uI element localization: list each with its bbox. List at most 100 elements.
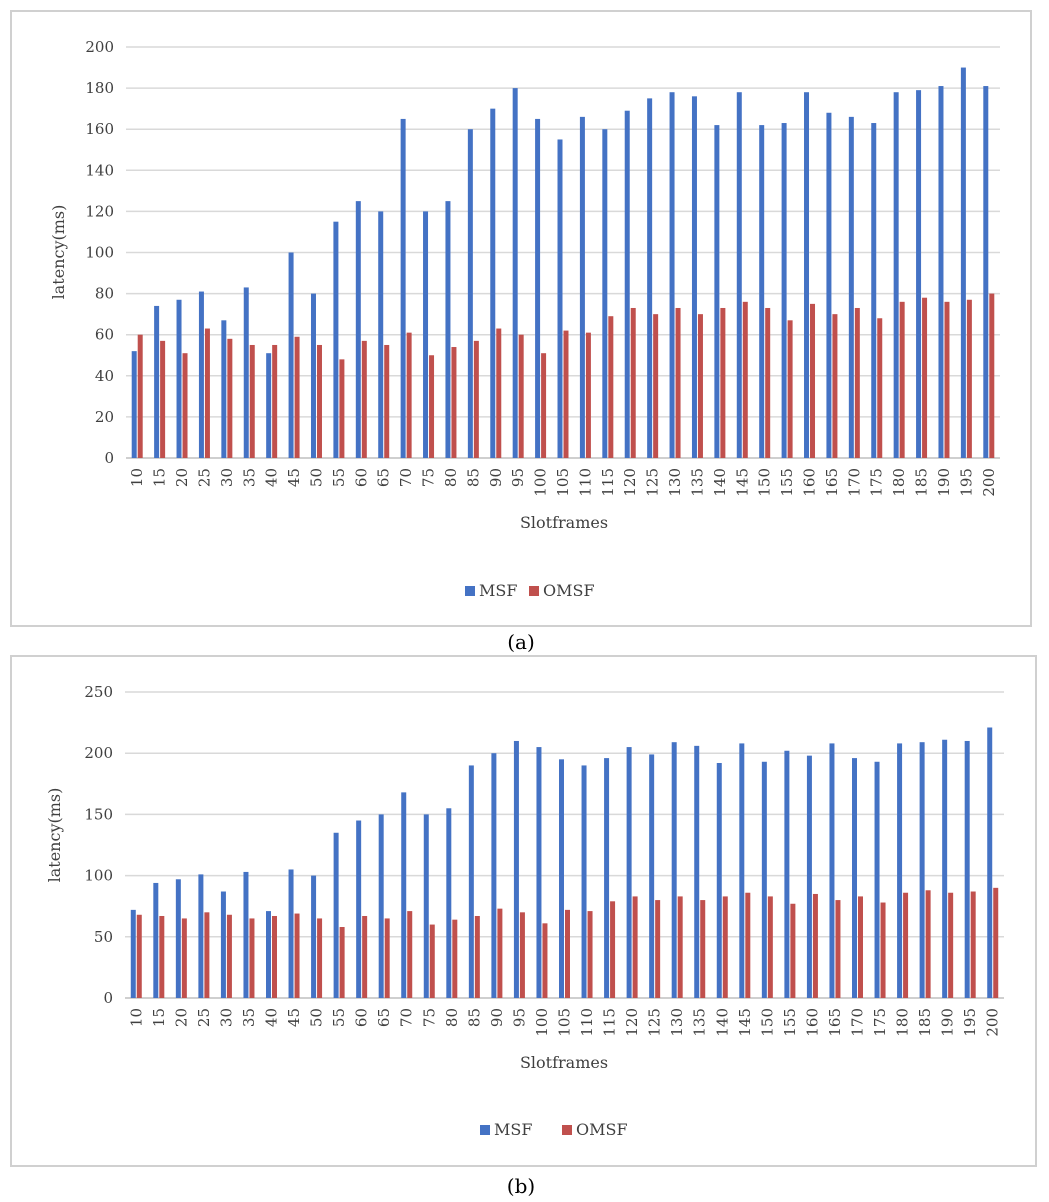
bar-omsf <box>473 340 479 458</box>
bar-msf <box>198 291 204 458</box>
bar-msf <box>220 891 226 998</box>
x-tick-label: 90 <box>488 1008 506 1027</box>
bar-omsf <box>970 891 976 998</box>
bar-msf <box>694 745 700 998</box>
bar-msf <box>310 293 316 458</box>
x-tick-label: 200 <box>980 468 998 497</box>
bar-omsf <box>948 892 954 998</box>
x-tick-label: 70 <box>398 1008 416 1027</box>
bar-omsf <box>765 307 771 458</box>
bar-omsf <box>249 344 255 458</box>
x-tick-label: 180 <box>894 1008 912 1037</box>
bar-omsf <box>181 918 187 998</box>
bar-msf <box>355 201 361 458</box>
x-tick-label: 150 <box>758 1008 776 1037</box>
legend-label-msf: MSF <box>494 1120 532 1139</box>
bar-msf <box>401 792 407 998</box>
y-tick-label: 0 <box>103 989 113 1007</box>
bar-omsf <box>407 911 413 998</box>
x-tick-label: 105 <box>554 468 572 497</box>
x-tick-label: 140 <box>711 468 729 497</box>
bar-msf <box>716 762 722 998</box>
x-tick-label: 160 <box>803 1008 821 1037</box>
x-tick-label: 50 <box>308 1008 326 1027</box>
y-tick-label: 80 <box>95 285 114 303</box>
bar-omsf <box>745 892 751 998</box>
bar-omsf <box>563 330 569 458</box>
y-tick-label: 200 <box>84 744 113 762</box>
bar-msf <box>198 874 204 998</box>
x-tick-label: 125 <box>644 468 662 497</box>
x-tick-label: 65 <box>375 468 393 487</box>
y-tick-label: 100 <box>84 867 113 885</box>
bar-omsf <box>272 915 277 998</box>
bar-msf <box>938 86 944 459</box>
y-tick-label: 200 <box>85 38 114 56</box>
bar-msf <box>378 211 384 458</box>
bar-msf <box>804 92 810 459</box>
bar-omsf <box>317 918 323 998</box>
x-tick-label: 35 <box>240 1008 258 1027</box>
x-tick-label: 15 <box>150 1008 168 1027</box>
bar-omsf <box>249 918 255 998</box>
chart-panel-a: 0 20 40 60 80 100 120 140 160 180 200 10 15 20 25 30 35 4… <box>10 10 1032 627</box>
x-tick-label: 170 <box>849 1008 867 1037</box>
x-tick-label: 175 <box>868 468 886 497</box>
bar-omsf <box>497 908 503 998</box>
bar-omsf <box>429 924 435 998</box>
x-axis-title: Slotframes <box>520 513 608 532</box>
y-tick-label: 100 <box>85 244 114 262</box>
bar-msf <box>221 320 227 458</box>
bar-omsf <box>966 299 972 458</box>
bar-msf <box>579 116 585 459</box>
bar-msf <box>983 86 989 459</box>
x-axis-title: Slotframes <box>520 1053 608 1072</box>
x-tick-label: 155 <box>778 468 796 497</box>
bar-msf <box>624 110 630 458</box>
bar-msf <box>536 747 542 998</box>
bar-msf <box>739 743 745 998</box>
bar-msf <box>333 221 339 458</box>
bar-omsf <box>742 301 748 458</box>
bar-msf <box>512 88 518 458</box>
bar-omsf <box>160 340 166 458</box>
y-tick-label: 140 <box>85 161 114 179</box>
y-tick-label: 180 <box>85 79 114 97</box>
x-tick-label: 115 <box>599 468 617 497</box>
x-tick-label: 95 <box>509 468 527 487</box>
bar-omsf <box>925 890 931 998</box>
x-tick-label: 80 <box>442 468 460 487</box>
legend-swatch-omsf <box>529 586 539 596</box>
x-tick-label: 110 <box>576 468 594 497</box>
legend-label-msf: MSF <box>479 581 517 600</box>
bar-omsf <box>294 336 300 458</box>
bar-omsf <box>993 887 999 998</box>
x-tick-label: 120 <box>621 468 639 497</box>
bar-omsf <box>518 334 524 458</box>
x-tick-label: 30 <box>217 1008 235 1027</box>
bar-omsf <box>722 896 728 998</box>
x-tick-label: 100 <box>532 468 550 497</box>
bar-omsf <box>294 913 300 998</box>
bar-omsf <box>339 359 345 458</box>
bar-msf <box>826 112 832 458</box>
x-tick-label: 155 <box>781 1008 799 1037</box>
x-tick-label: 35 <box>240 468 258 487</box>
legend-swatch-msf <box>480 1125 490 1135</box>
x-tick-label: 95 <box>510 1008 528 1027</box>
bar-msf <box>446 808 452 998</box>
bar-msf <box>848 116 854 459</box>
bar-msf <box>467 129 473 458</box>
x-tick-label: 180 <box>890 468 908 497</box>
x-tick-label: 145 <box>736 1008 754 1037</box>
bar-omsf <box>989 293 995 458</box>
bar-msf <box>916 90 922 458</box>
x-tick-label: 195 <box>957 468 975 497</box>
bar-msf <box>759 125 765 458</box>
bar-msf <box>736 92 742 459</box>
bar-msf <box>669 92 675 459</box>
bar-msf <box>647 98 653 458</box>
bar-msf <box>243 287 249 458</box>
bar-omsf <box>810 303 816 458</box>
bar-msf <box>491 753 497 998</box>
